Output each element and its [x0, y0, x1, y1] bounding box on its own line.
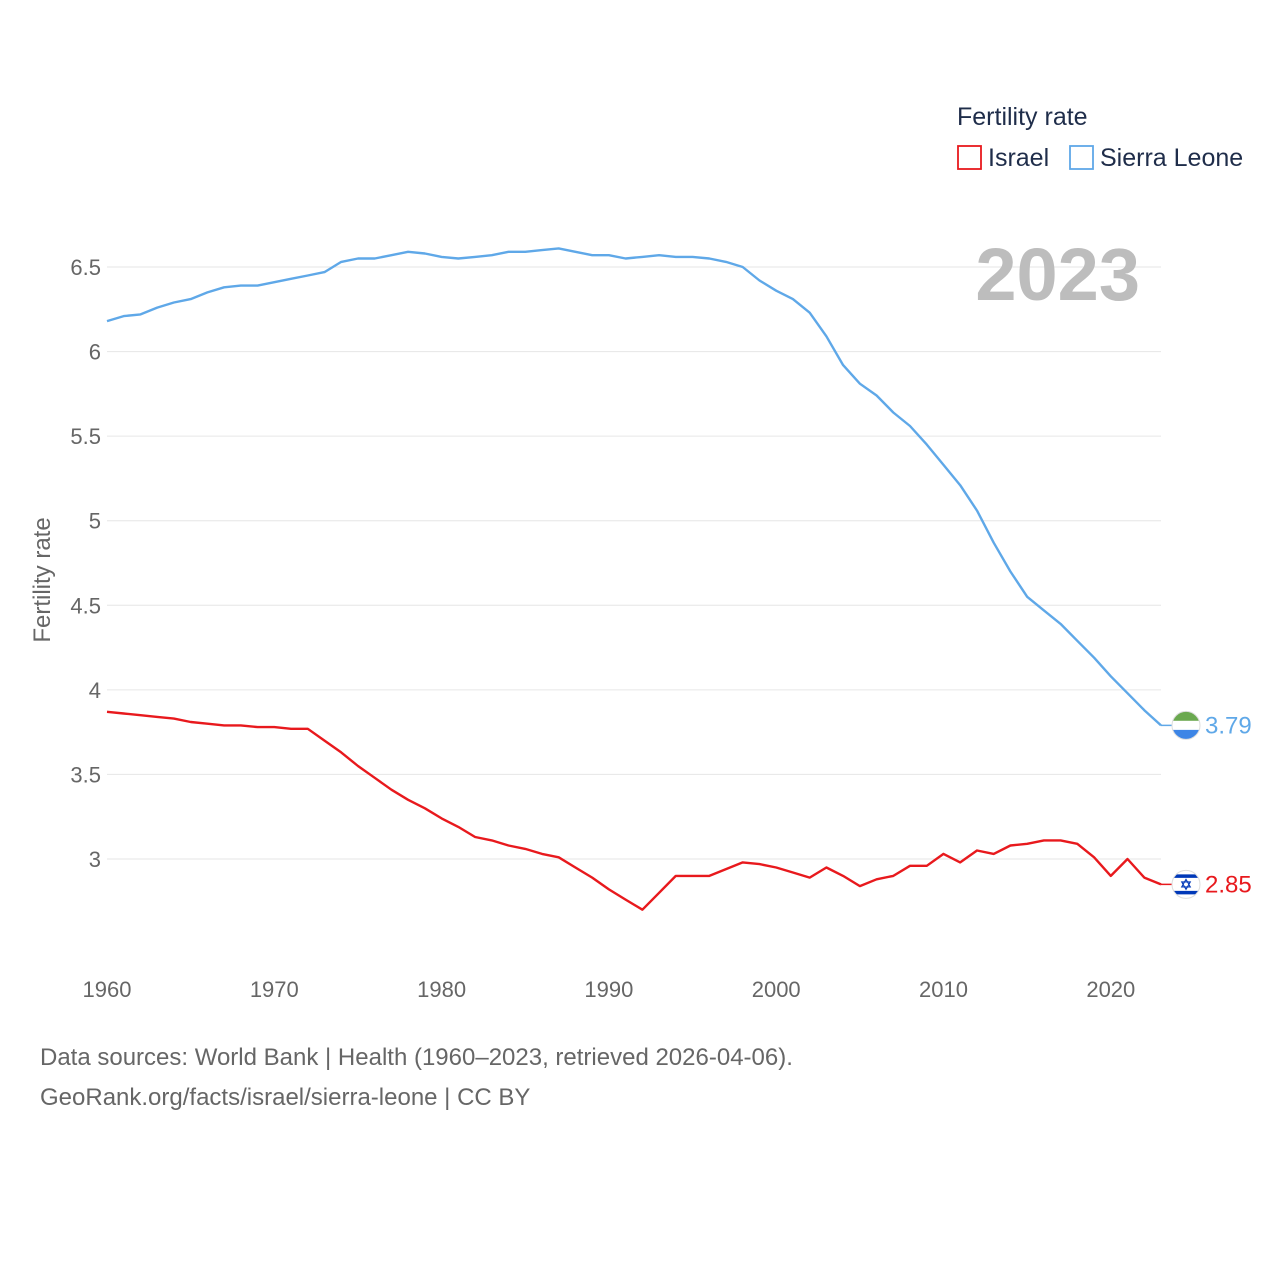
legend-swatch-israel — [957, 145, 982, 170]
legend-label-israel: Israel — [988, 144, 1049, 172]
x-tick-label: 1960 — [83, 977, 132, 1002]
legend-item-sierra-leone[interactable]: Sierra Leone — [1069, 144, 1243, 172]
y-tick-label: 4 — [89, 678, 101, 703]
gridlines — [107, 266, 1161, 860]
series-lines — [106, 247, 1162, 911]
y-tick-label: 6.5 — [70, 255, 101, 280]
legend: Fertility rate Israel Sierra Leone — [957, 103, 1243, 172]
y-tick-label: 5 — [89, 509, 101, 534]
x-tick-label: 1970 — [250, 977, 299, 1002]
legend-swatch-sierra-leone — [1069, 145, 1094, 170]
source-url[interactable]: GeoRank.org/facts/israel/sierra-leone | … — [40, 1084, 531, 1111]
x-tick-label: 2020 — [1086, 977, 1135, 1002]
end-value-label-israel: 2.85 — [1205, 871, 1252, 898]
legend-label-sierra-leone: Sierra Leone — [1100, 144, 1243, 172]
y-tick-label: 5.5 — [70, 424, 101, 449]
series-line-israel[interactable] — [106, 710, 1162, 911]
x-axis-ticks: 1960 1970 1980 1990 2000 2010 2020 — [83, 977, 1136, 1002]
year-overlay: 2023 — [975, 233, 1140, 316]
x-tick-label: 1990 — [584, 977, 633, 1002]
x-tick-label: 1980 — [417, 977, 466, 1002]
y-tick-label: 3.5 — [70, 762, 101, 787]
israel-flag-icon — [1171, 869, 1201, 899]
y-tick-label: 3 — [89, 847, 101, 872]
x-tick-label: 2000 — [752, 977, 801, 1002]
legend-title: Fertility rate — [957, 103, 1088, 131]
y-tick-label: 4.5 — [70, 593, 101, 618]
end-value-label-sierra-leone: 3.79 — [1205, 712, 1252, 739]
source-text: Data sources: World Bank | Health (1960–… — [40, 1044, 793, 1071]
series-line-sierra-leone[interactable] — [106, 247, 1162, 727]
x-tick-label: 2010 — [919, 977, 968, 1002]
legend-item-israel[interactable]: Israel — [957, 144, 1049, 172]
y-tick-label: 6 — [89, 340, 101, 365]
sierra-leone-flag-icon — [1171, 710, 1201, 740]
y-axis-title: Fertility rate — [29, 517, 56, 642]
end-markers: 2.85 3.79 — [1161, 710, 1252, 899]
y-axis-ticks: 3 3.5 4 4.5 5 5.5 6 6.5 — [70, 255, 101, 872]
